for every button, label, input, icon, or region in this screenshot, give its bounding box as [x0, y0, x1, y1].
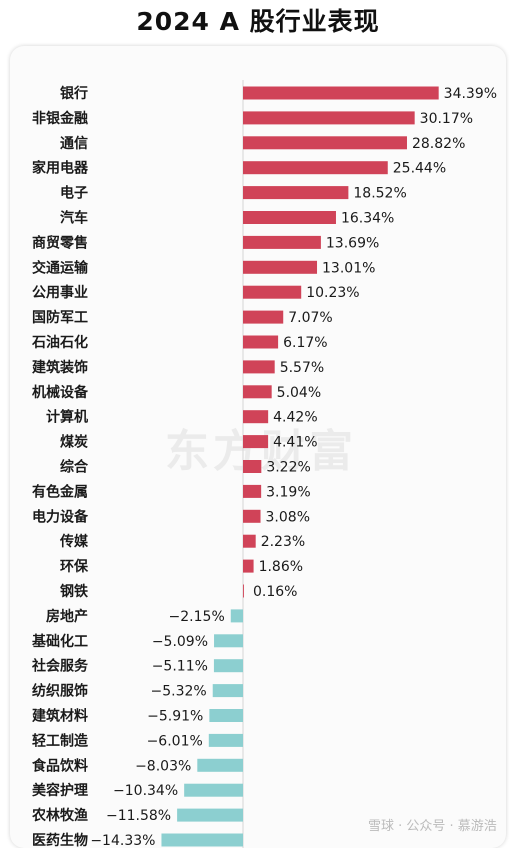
category-label-12: 机械设备	[32, 384, 89, 401]
bar-6	[243, 235, 321, 249]
bar-28	[184, 783, 243, 797]
value-label-6: 13.69%	[326, 235, 379, 251]
category-label-22: 基础化工	[32, 633, 88, 650]
bar-15	[243, 460, 262, 473]
category-label-25: 建筑材料	[32, 708, 88, 725]
value-label-4: 18.52%	[353, 186, 406, 202]
category-label-27: 食品饮料	[32, 757, 88, 774]
category-label-9: 国防军工	[32, 309, 88, 326]
value-label-29: −11.58%	[106, 808, 171, 824]
bar-18	[243, 534, 256, 548]
value-label-30: −14.33%	[90, 833, 155, 848]
bar-27	[197, 758, 243, 772]
category-label-21: 房地产	[46, 608, 88, 625]
bar-14	[243, 435, 269, 449]
bar-4	[243, 186, 349, 200]
bar-25	[209, 709, 243, 722]
category-label-14: 煤炭	[60, 434, 88, 451]
bar-7	[243, 260, 318, 274]
bar-24	[212, 684, 243, 698]
category-label-2: 通信	[60, 135, 88, 152]
category-label-1: 非银金融	[32, 110, 88, 127]
bar-29	[177, 808, 243, 822]
category-label-5: 汽车	[60, 210, 88, 227]
value-label-0: 34.39%	[444, 86, 497, 102]
bar-11	[243, 360, 275, 374]
value-label-11: 5.57%	[280, 360, 324, 376]
bar-8	[243, 285, 302, 299]
value-label-27: −8.03%	[135, 758, 191, 774]
category-label-20: 钢铁	[60, 583, 88, 600]
value-label-13: 4.42%	[273, 410, 317, 426]
bar-12	[243, 385, 272, 399]
category-label-23: 社会服务	[31, 658, 89, 675]
value-label-1: 30.17%	[420, 111, 473, 127]
chart-title: 2024 A 股行业表现	[136, 7, 380, 36]
value-label-22: −5.09%	[152, 634, 208, 650]
value-label-14: 4.41%	[273, 435, 317, 451]
bar-13	[243, 410, 269, 424]
category-label-19: 环保	[60, 558, 89, 575]
value-label-5: 16.34%	[341, 211, 394, 227]
value-label-24: −5.32%	[151, 684, 207, 700]
bar-26	[208, 733, 243, 747]
value-label-18: 2.23%	[261, 534, 305, 550]
value-label-2: 28.82%	[412, 136, 465, 152]
value-label-9: 7.07%	[288, 310, 332, 326]
bar-2	[243, 136, 407, 150]
category-label-4: 电子	[60, 185, 88, 202]
bar-9	[243, 310, 284, 324]
bar-22	[214, 634, 243, 648]
bar-16	[243, 484, 262, 498]
value-label-10: 6.17%	[283, 335, 327, 351]
value-label-25: −5.91%	[147, 709, 203, 725]
bar-10	[243, 335, 279, 349]
value-label-28: −10.34%	[113, 783, 178, 799]
category-label-18: 传媒	[59, 533, 89, 550]
category-label-3: 家用电器	[32, 160, 89, 177]
category-label-6: 商贸零售	[32, 234, 88, 251]
category-label-26: 轻工制造	[32, 732, 88, 749]
category-label-10: 石油石化	[31, 334, 88, 351]
value-label-12: 5.04%	[277, 385, 321, 401]
bar-23	[213, 659, 243, 673]
category-label-15: 综合	[60, 459, 89, 476]
bar-20	[243, 584, 244, 598]
bar-5	[243, 211, 336, 224]
value-label-26: −6.01%	[147, 733, 203, 749]
category-label-28: 美容护理	[32, 782, 88, 799]
bar-17	[243, 509, 261, 523]
bar-19	[243, 559, 254, 573]
category-label-13: 计算机	[46, 409, 88, 426]
bar-1	[243, 111, 415, 125]
value-label-23: −5.11%	[152, 659, 208, 675]
value-label-7: 13.01%	[322, 260, 375, 276]
footer-credit: 雪球 · 公众号 · 慕游浩	[368, 819, 497, 834]
category-label-24: 纺织服饰	[32, 683, 88, 700]
bar-3	[243, 161, 388, 175]
value-label-8: 10.23%	[306, 285, 359, 301]
value-label-20: 0.16%	[253, 584, 297, 600]
value-label-3: 25.44%	[393, 161, 446, 177]
category-label-7: 交通运输	[32, 259, 89, 276]
category-label-11: 建筑装饰	[32, 359, 88, 376]
bar-21	[230, 609, 243, 623]
value-label-16: 3.19%	[266, 484, 310, 500]
category-label-30: 医药生物	[32, 832, 88, 848]
category-label-29: 农林牧渔	[31, 807, 88, 824]
value-label-21: −2.15%	[169, 609, 225, 625]
category-label-8: 公用事业	[32, 284, 88, 301]
value-label-19: 1.86%	[259, 559, 303, 575]
bar-0	[243, 86, 439, 100]
category-label-16: 有色金属	[32, 483, 88, 500]
category-label-0: 银行	[60, 85, 88, 102]
bar-30	[161, 833, 243, 847]
category-label-17: 电力设备	[32, 508, 89, 525]
value-label-17: 3.08%	[266, 509, 310, 525]
value-label-15: 3.22%	[266, 460, 310, 476]
